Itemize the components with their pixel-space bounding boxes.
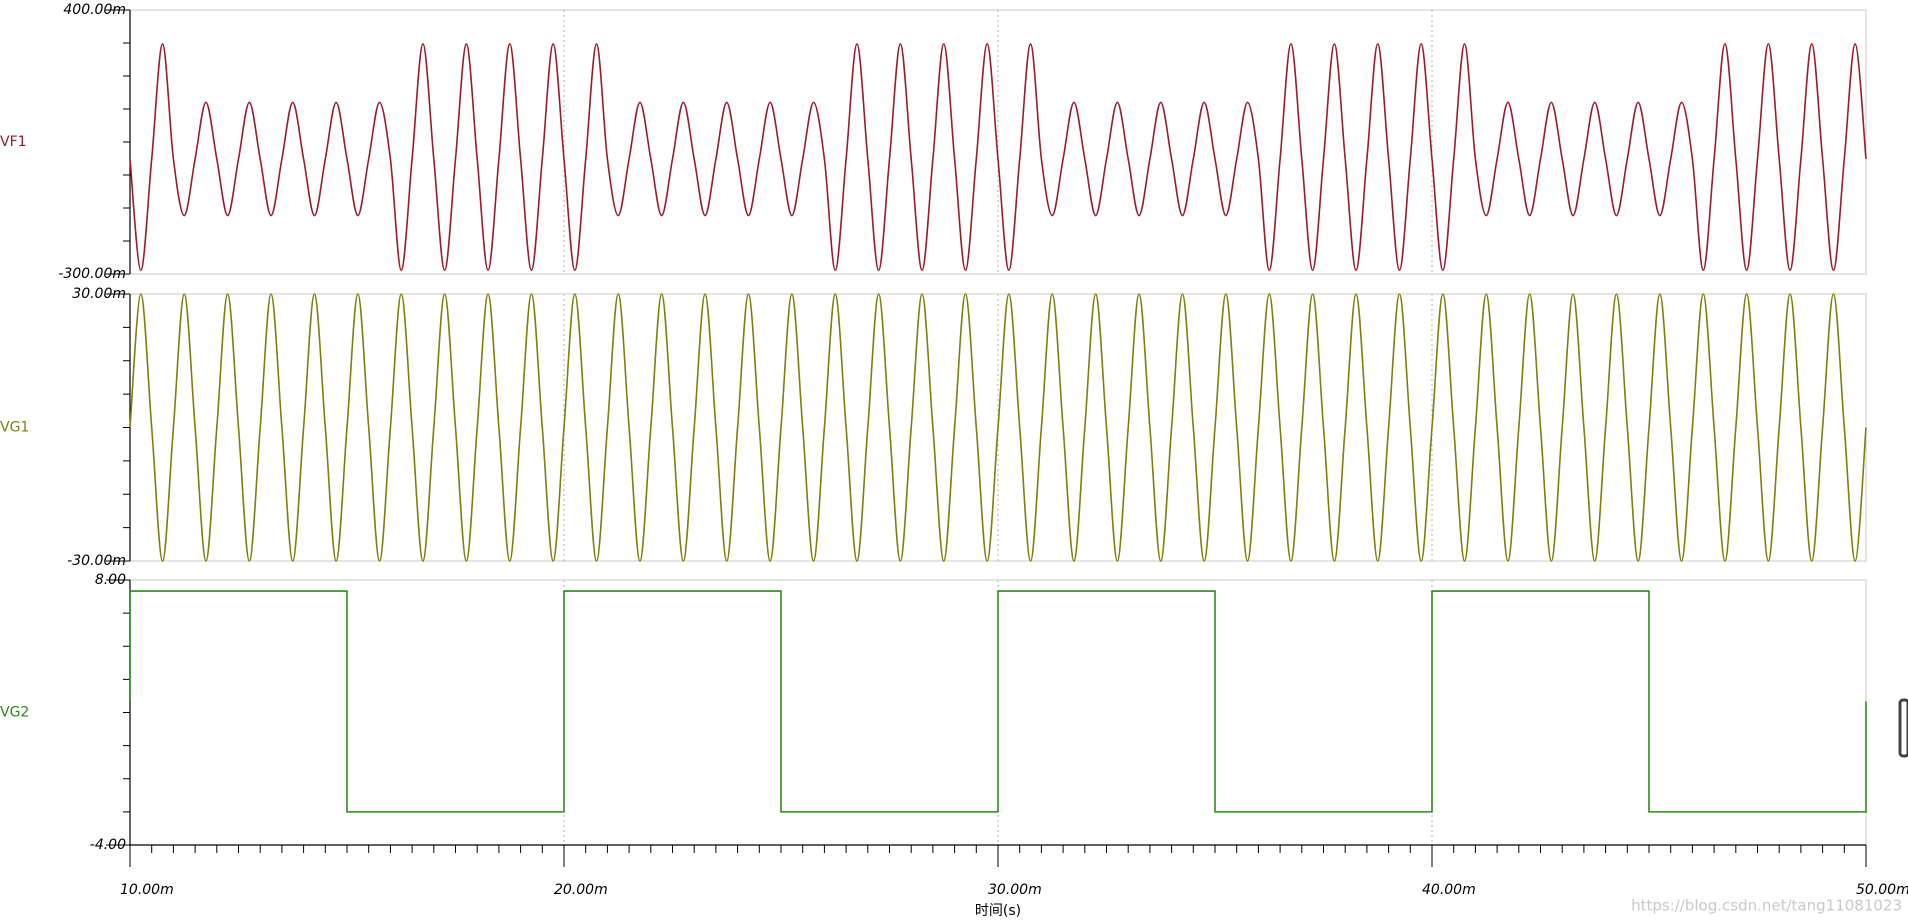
series-label: VG2 bbox=[0, 705, 29, 721]
y-tick-label: -30.00m bbox=[67, 553, 126, 569]
y-tick-label: -300.00m bbox=[58, 266, 126, 282]
x-tick-label: 30.00m bbox=[988, 882, 1042, 898]
watermark: https://blog.csdn.net/tang11081023 bbox=[1631, 897, 1902, 915]
y-tick-label: -4.00 bbox=[90, 837, 126, 853]
x-tick-label: 10.00m bbox=[120, 882, 174, 898]
y-tick-label: 30.00m bbox=[72, 286, 126, 302]
x-tick-label: 40.00m bbox=[1422, 882, 1476, 898]
x-tick-label: 20.00m bbox=[554, 882, 608, 898]
x-tick-label: 50.00m bbox=[1856, 882, 1908, 898]
series-line bbox=[129, 43, 1867, 272]
y-tick-label: 8.00 bbox=[95, 572, 126, 588]
y-tick-label: 400.00m bbox=[63, 2, 126, 18]
series-line bbox=[129, 590, 1867, 813]
series-line bbox=[129, 293, 1867, 562]
scroll-handle bbox=[1898, 698, 1908, 758]
series-label: VF1 bbox=[0, 134, 27, 150]
series-label: VG1 bbox=[0, 420, 29, 436]
x-axis-title: 时间(s) bbox=[975, 903, 1021, 919]
